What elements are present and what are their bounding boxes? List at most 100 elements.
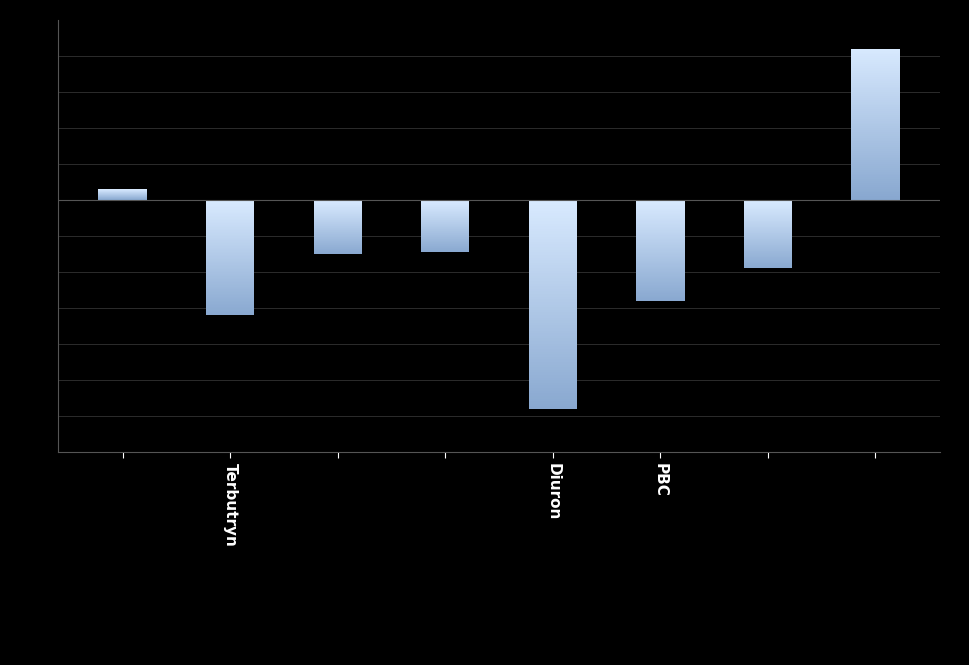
Bar (851, 138, 899, 140)
Bar (851, 75, 899, 77)
Bar (529, 307, 577, 310)
Bar (636, 287, 684, 289)
Bar (851, 178, 899, 180)
Bar (529, 221, 577, 223)
Bar (743, 211, 792, 212)
Bar (743, 209, 792, 210)
Bar (636, 276, 684, 277)
Bar (314, 248, 362, 249)
Bar (529, 331, 577, 333)
Bar (851, 111, 899, 113)
Bar (851, 100, 899, 102)
Bar (529, 378, 577, 380)
Bar (529, 279, 577, 281)
Bar (206, 287, 255, 288)
Bar (529, 336, 577, 338)
Bar (851, 149, 899, 151)
Bar (851, 147, 899, 149)
Bar (206, 314, 255, 315)
Bar (636, 252, 684, 253)
Bar (206, 285, 255, 287)
Bar (314, 245, 362, 246)
Bar (529, 218, 577, 221)
Bar (851, 187, 899, 189)
Bar (206, 301, 255, 303)
Bar (314, 224, 362, 225)
Bar (206, 242, 255, 243)
Bar (636, 235, 684, 237)
Bar (314, 242, 362, 243)
Bar (851, 57, 899, 59)
Bar (636, 265, 684, 267)
Bar (314, 216, 362, 217)
Bar (314, 222, 362, 223)
Bar (636, 259, 684, 261)
Bar (529, 257, 577, 260)
Bar (851, 53, 899, 55)
Bar (529, 294, 577, 297)
Bar (529, 344, 577, 346)
Bar (851, 88, 899, 90)
Bar (529, 239, 577, 242)
Bar (851, 49, 899, 51)
Bar (636, 296, 684, 297)
Bar (743, 231, 792, 233)
Bar (743, 219, 792, 221)
Bar (636, 213, 684, 214)
Bar (529, 370, 577, 372)
Bar (636, 289, 684, 291)
Bar (743, 240, 792, 241)
Bar (206, 249, 255, 251)
Bar (314, 250, 362, 251)
Bar (743, 234, 792, 235)
Bar (529, 273, 577, 276)
Bar (206, 311, 255, 313)
Bar (636, 231, 684, 233)
Bar (743, 233, 792, 234)
Bar (851, 66, 899, 68)
Bar (743, 249, 792, 251)
Bar (743, 223, 792, 224)
Bar (314, 243, 362, 244)
Bar (529, 249, 577, 252)
Bar (851, 70, 899, 71)
Bar (743, 239, 792, 240)
Bar (743, 224, 792, 225)
Bar (529, 211, 577, 213)
Bar (851, 109, 899, 111)
Bar (851, 59, 899, 60)
Bar (314, 237, 362, 238)
Bar (851, 185, 899, 187)
Bar (314, 213, 362, 214)
Bar (636, 229, 684, 230)
Bar (314, 230, 362, 231)
Bar (636, 262, 684, 263)
Bar (206, 308, 255, 310)
Bar (206, 292, 255, 294)
Bar (743, 259, 792, 260)
Bar (636, 205, 684, 206)
Bar (206, 281, 255, 282)
Bar (314, 231, 362, 232)
Bar (206, 305, 255, 307)
Bar (636, 269, 684, 271)
Bar (314, 219, 362, 220)
Bar (206, 283, 255, 285)
Bar (529, 265, 577, 268)
Bar (206, 229, 255, 230)
Bar (529, 372, 577, 375)
Bar (206, 256, 255, 257)
Bar (206, 269, 255, 271)
Bar (851, 113, 899, 115)
Bar (529, 406, 577, 409)
Bar (529, 375, 577, 378)
Bar (743, 204, 792, 205)
Bar (529, 208, 577, 211)
Bar (206, 235, 255, 236)
Bar (743, 221, 792, 222)
Bar (636, 292, 684, 293)
Bar (314, 226, 362, 227)
Bar (636, 263, 684, 265)
Bar (636, 272, 684, 273)
Bar (206, 200, 255, 201)
